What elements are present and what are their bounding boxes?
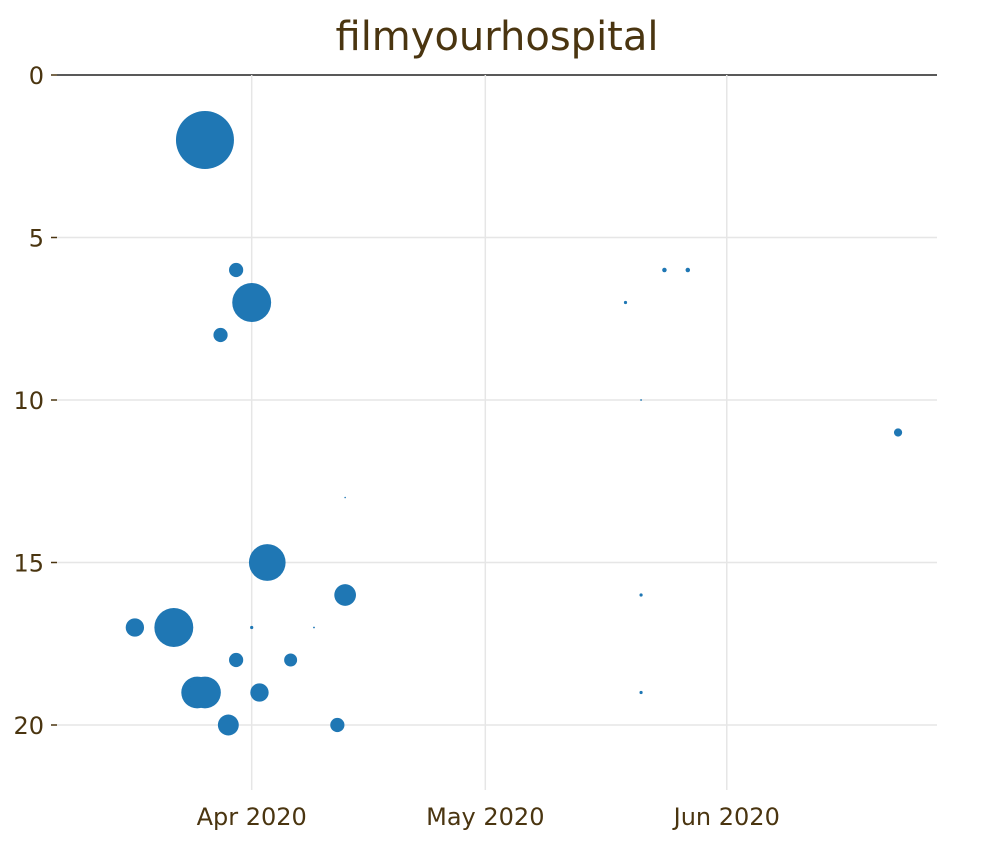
- scatter-point: [229, 652, 244, 668]
- scatter-point: [189, 676, 221, 709]
- x-tick-label: Apr 2020: [197, 803, 307, 831]
- scatter-point: [284, 653, 298, 667]
- scatter-point: [344, 496, 346, 499]
- scatter-point: [623, 300, 628, 305]
- scatter-point: [217, 714, 239, 736]
- scatter-point: [250, 625, 254, 630]
- x-tick-label: Jun 2020: [672, 803, 780, 831]
- y-tick-label: 0: [29, 62, 44, 90]
- scatter-point: [229, 262, 244, 278]
- axis-layer: 0 5 10 15 20 Apr 2020 May 2020 Jun 2020: [13, 62, 779, 831]
- x-tick-label: May 2020: [426, 803, 544, 831]
- marker-layer: [125, 111, 903, 736]
- scatter-point: [639, 593, 643, 597]
- scatter-point: [175, 111, 234, 169]
- y-tick-label: 5: [29, 225, 44, 253]
- scatter-point: [313, 626, 315, 629]
- scatter-point: [685, 267, 691, 273]
- y-tick-label: 20: [13, 712, 44, 740]
- scatter-point: [893, 428, 903, 437]
- scatter-point: [154, 608, 194, 647]
- y-tick-label: 15: [13, 550, 44, 578]
- grid-layer: [57, 74, 937, 790]
- y-tick-label: 10: [13, 387, 44, 415]
- scatter-point: [334, 584, 356, 606]
- scatter-point: [125, 618, 145, 637]
- scatter-point: [213, 327, 228, 343]
- scatter-point: [232, 283, 272, 322]
- scatter-point: [248, 544, 286, 581]
- scatter-point: [250, 683, 269, 702]
- scatter-point: [330, 717, 345, 733]
- chart-title: filmyourhospital: [336, 14, 659, 60]
- scatter-point: [662, 267, 667, 273]
- scatter-point: [639, 690, 643, 695]
- scatter-point: [640, 399, 642, 401]
